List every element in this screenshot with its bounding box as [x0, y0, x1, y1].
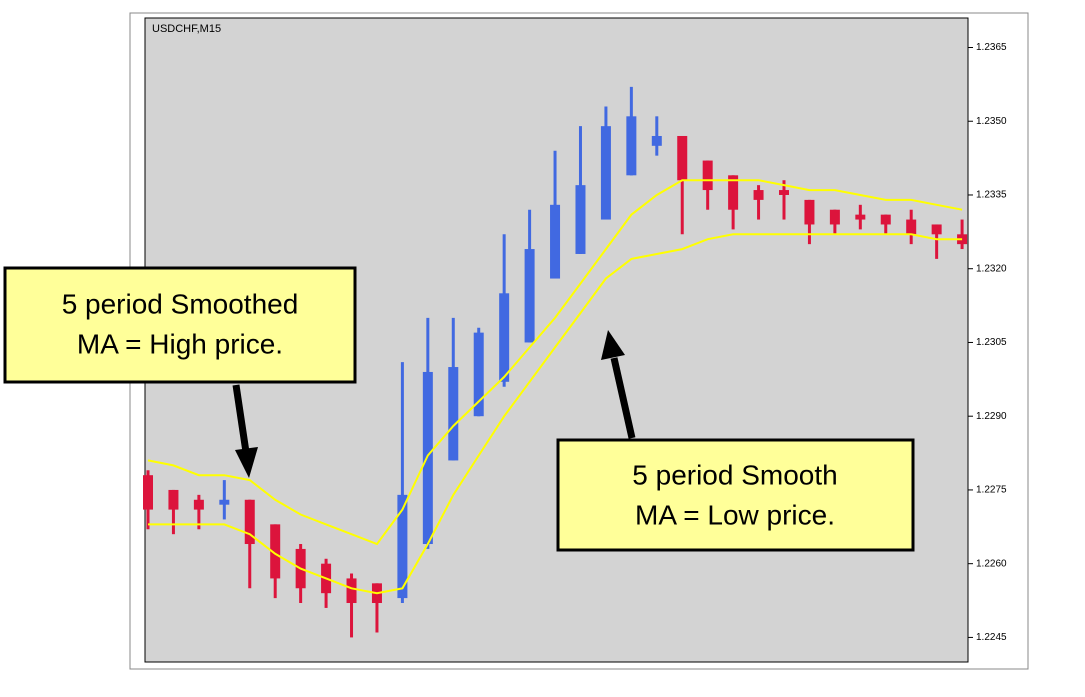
callout-box: [3, 266, 357, 384]
candle-body: [728, 175, 739, 210]
candle-body: [473, 332, 484, 417]
candle-body: [753, 190, 764, 200]
annotations: 5 period Smoothed MA = High price. 5 per…: [3, 266, 915, 552]
annotation-text: MA = Low price.: [635, 499, 835, 530]
candle-body: [550, 204, 561, 279]
y-tick-label: 1.2335: [976, 190, 1007, 201]
candle-body: [906, 219, 917, 235]
annotation-text: 5 period Smoothed: [62, 288, 299, 319]
candle-body: [855, 214, 866, 220]
candle-body: [931, 224, 942, 235]
y-tick-label: 1.2365: [976, 42, 1007, 53]
chart-title: USDCHF,M15: [152, 23, 221, 35]
y-tick-label: 1.2260: [976, 558, 1007, 569]
candle-body: [168, 489, 179, 510]
callout-box: [556, 438, 915, 552]
candle-body: [575, 185, 586, 254]
candle-body: [143, 475, 153, 510]
candle-body: [397, 494, 408, 599]
candle-body: [651, 135, 662, 146]
ma-line: [147, 179, 963, 546]
candle-body: [600, 126, 611, 220]
candle-body: [524, 249, 535, 343]
candle-body: [829, 209, 840, 225]
candle-body: [270, 524, 281, 579]
y-tick-label: 1.2305: [976, 337, 1007, 348]
y-tick-label: 1.2245: [976, 632, 1007, 643]
arrow-head: [235, 447, 258, 478]
annotation-text: 5 period Smooth: [632, 459, 837, 490]
arrow: [232, 384, 250, 453]
marks: [143, 86, 968, 638]
ma-line: [148, 233, 963, 595]
arrow-head: [601, 330, 625, 360]
candle-body: [244, 499, 255, 545]
candle-body: [779, 190, 789, 195]
y-tick-label: 1.2290: [976, 411, 1007, 422]
candle-body: [677, 135, 688, 181]
candle-body: [422, 371, 433, 545]
y-tick-label: 1.2320: [976, 263, 1007, 274]
y-tick-label: 1.2275: [976, 485, 1007, 496]
candle-body: [346, 578, 357, 604]
candle-body: [499, 293, 510, 382]
candle-body: [448, 367, 459, 461]
candle-body: [702, 160, 713, 191]
candle-body: [880, 214, 891, 225]
candle-body: [804, 199, 815, 225]
candle-body: [219, 499, 230, 505]
candle-body: [193, 499, 204, 510]
annotation-text: MA = High price.: [77, 328, 283, 359]
y-tick-label: 1.2350: [976, 116, 1007, 127]
candle-body: [626, 116, 637, 176]
arrow: [610, 357, 636, 439]
